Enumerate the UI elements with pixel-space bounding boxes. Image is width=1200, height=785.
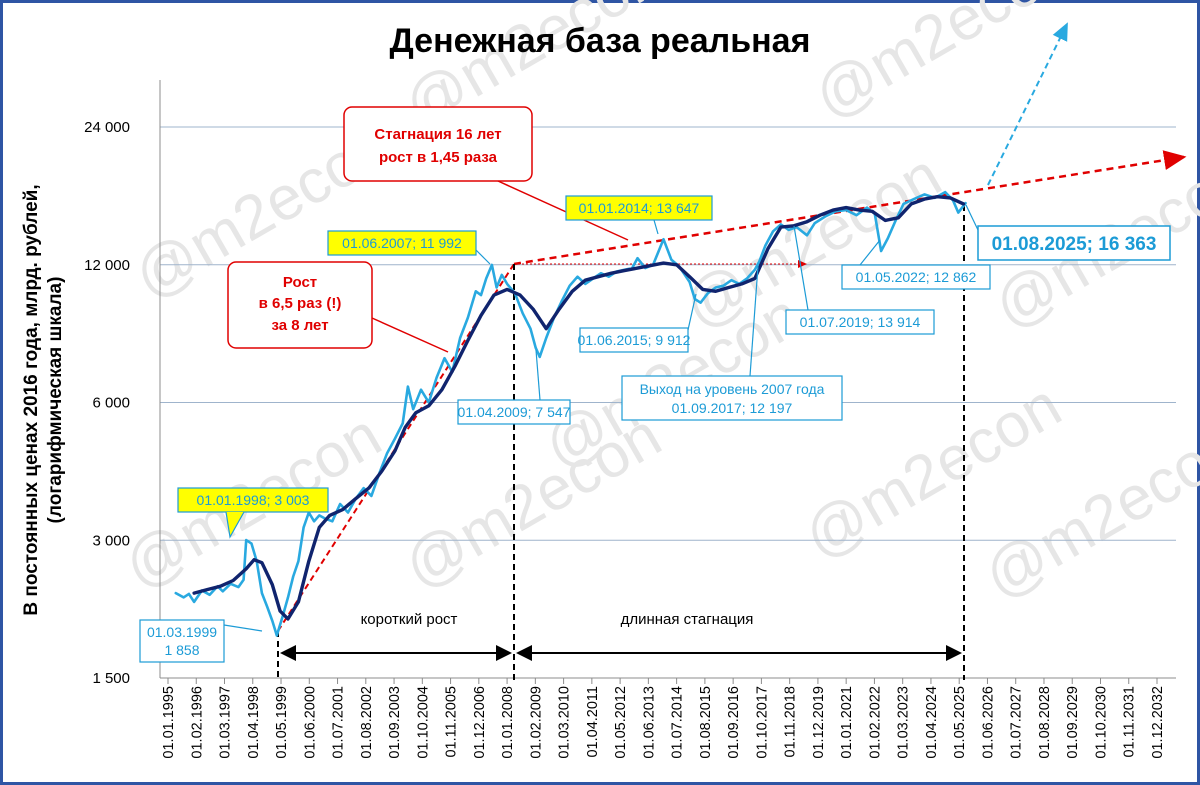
x-tick-label: 01.10.2017	[754, 686, 770, 759]
callout-2019-text: 01.07.2019; 13 914	[800, 314, 921, 330]
label-long-stagnation: длинная стагнация	[621, 611, 754, 628]
y-axis-label-line2: (логарифмическая шкала)	[45, 277, 66, 524]
x-tick-label: 01.11.2018	[783, 686, 799, 758]
callout-1999: 01.03.1999 1 858	[139, 619, 263, 663]
callout-1999-line1: 01.03.1999	[147, 624, 217, 640]
x-tick-label: 01.10.2004	[415, 686, 431, 759]
x-tick-label: 01.03.2010	[557, 686, 573, 759]
y-tick-label: 24 000	[84, 119, 130, 136]
y-ticks: 1 500 3 000 6 000 12 000 24 000	[84, 119, 130, 687]
callout-stagnation: Стагнация 16 лет рост в 1,45 раза	[343, 106, 629, 241]
stagnation-line1: Стагнация 16 лет	[374, 126, 501, 143]
growth-line2: в 6,5 раз (!)	[259, 295, 342, 312]
callout-2014-text: 01.01.2014; 13 647	[579, 200, 700, 216]
x-tick-label: 01.07.2014	[670, 686, 686, 759]
callout-1998: 01.01.1998; 3 003	[177, 487, 329, 539]
x-tick-label: 01.06.2013	[641, 686, 657, 759]
y-axis-label-line1: В постоянных ценах 2016 года, млрд. рубл…	[21, 184, 42, 615]
x-tick-label: 01.07.2027	[1009, 686, 1025, 759]
callout-growth: Рост в 6,5 раз (!) за 8 лет	[227, 261, 449, 353]
x-tick-label: 01.05.2012	[613, 686, 629, 759]
x-tick-label: 01.08.2028	[1037, 686, 1053, 759]
breakout-arrow	[987, 22, 1068, 186]
callout-1998-text: 01.01.1998; 3 003	[197, 492, 310, 508]
callout-2007-text: 01.06.2007; 11 992	[342, 235, 462, 251]
x-tick-label: 01.07.2001	[331, 686, 347, 759]
x-tick-label: 01.09.2029	[1065, 686, 1081, 759]
x-tick-label: 01.02.1996	[189, 686, 205, 759]
x-tick-label: 01.03.1997	[218, 686, 234, 759]
x-tick-label: 01.09.2003	[387, 686, 403, 759]
callout-2009-text: 01.04.2009; 7 547	[458, 404, 571, 420]
x-tick-label: 01.04.1998	[246, 686, 262, 759]
series-monthly-line	[174, 190, 967, 637]
label-short-growth: короткий рост	[361, 611, 458, 628]
callout-2015: 01.06.2015; 9 912	[578, 293, 697, 353]
x-tick-label: 01.11.2005	[444, 686, 460, 758]
x-tick-label: 01.06.2026	[980, 686, 996, 759]
x-tick-label: 01.10.2030	[1093, 686, 1109, 759]
y-axis-label: В постоянных ценах 2016 года, млрд. рубл…	[21, 184, 66, 615]
growth-line1: Рост	[283, 274, 317, 291]
x-tick-label: 01.01.2021	[839, 686, 855, 759]
x-tick-label: 01.05.2025	[952, 686, 968, 759]
callout-1999-line2: 1 858	[164, 642, 199, 658]
callout-2009: 01.04.2009; 7 547	[457, 349, 571, 425]
x-tick-label: 01.12.2006	[472, 686, 488, 759]
x-tick-label: 01.06.2000	[302, 686, 318, 759]
x-tick-label: 01.02.2022	[867, 686, 883, 759]
callout-2022: 01.05.2022; 12 862	[841, 239, 991, 290]
callout-2025: 01.08.2025; 16 363	[965, 204, 1171, 261]
x-tick-label: 01.09.2016	[726, 686, 742, 759]
y-tick-label: 12 000	[84, 257, 130, 274]
y-tick-label: 3 000	[92, 532, 130, 549]
callout-2015-text: 01.06.2015; 9 912	[578, 332, 691, 348]
callout-2017: Выход на уровень 2007 года 01.09.2017; 1…	[621, 265, 843, 421]
callout-2022-text: 01.05.2022; 12 862	[856, 269, 977, 285]
x-tick-label: 01.12.2019	[811, 686, 827, 759]
x-tick-label: 01.01.1995	[161, 686, 177, 759]
x-tick-label: 01.11.2031	[1122, 686, 1138, 758]
callout-2025-text: 01.08.2025; 16 363	[992, 234, 1157, 255]
x-tick-label: 01.05.1999	[274, 686, 290, 759]
series-layer	[174, 190, 967, 637]
x-ticks: 01.01.1995 01.02.1996 01.03.1997 01.04.1998…	[161, 678, 1166, 759]
x-tick-label: 01.08.2002	[359, 686, 375, 759]
y-tick-label: 1 500	[92, 670, 130, 687]
x-tick-label: 01.12.2032	[1150, 686, 1166, 759]
growth-line3: за 8 лет	[271, 317, 328, 334]
x-tick-label: 01.03.2023	[896, 686, 912, 759]
chart-title: Денежная база реальная	[390, 22, 811, 60]
x-tick-label: 01.04.2024	[924, 686, 940, 759]
x-tick-label: 01.02.2009	[528, 686, 544, 759]
callout-2019: 01.07.2019; 13 914	[785, 225, 935, 335]
watermark-text: @m2econ	[803, 0, 1083, 132]
x-tick-label: 01.04.2011	[585, 686, 601, 758]
callout-2014: 01.01.2014; 13 647	[565, 195, 713, 235]
series-smoothed-line	[192, 195, 966, 621]
x-tick-label: 01.01.2008	[500, 686, 516, 759]
callout-2007: 01.06.2007; 11 992	[327, 230, 491, 265]
x-tick-label: 01.08.2015	[698, 686, 714, 759]
callout-2017-line1: Выход на уровень 2007 года	[640, 381, 825, 397]
callout-2017-line2: 01.09.2017; 12 197	[672, 400, 793, 416]
y-tick-label: 6 000	[92, 395, 130, 412]
stagnation-line2: рост в 1,45 раза	[379, 149, 498, 166]
